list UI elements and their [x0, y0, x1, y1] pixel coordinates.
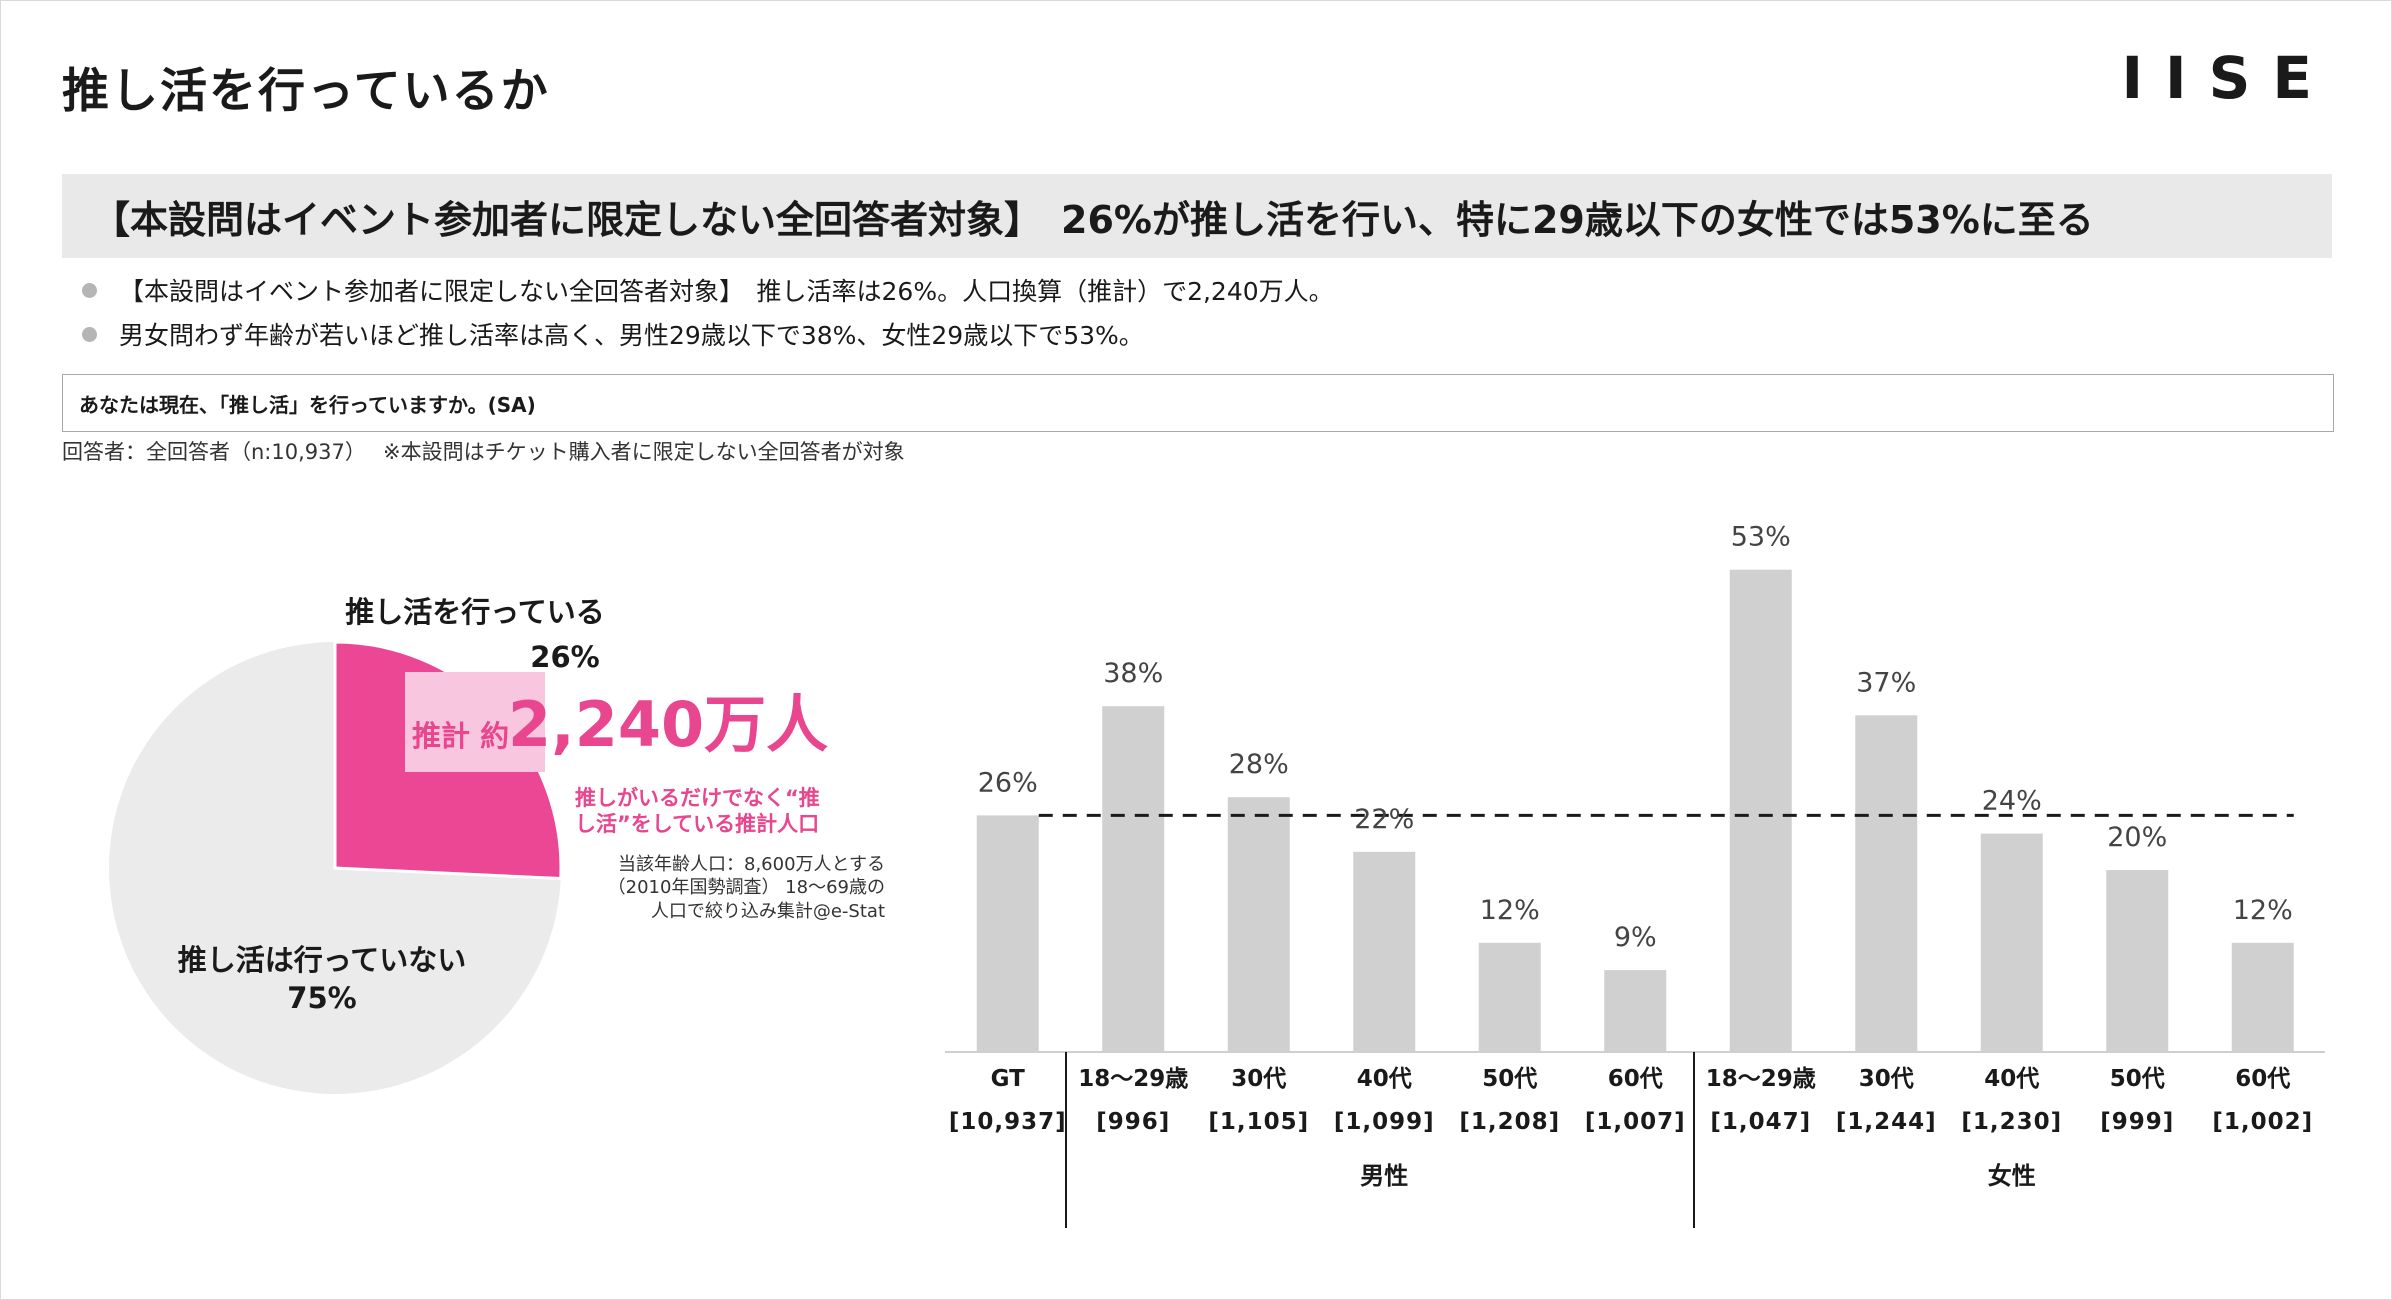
- bar: [1729, 569, 1792, 1052]
- bullet-dot-icon: [82, 282, 97, 298]
- bullet-text: 【本設問はイベント参加者に限定しない全回答者対象】 推し活率は26%。人口換算（…: [119, 277, 1334, 306]
- category-label: 60代: [1608, 1066, 1663, 1092]
- sample-size-label: [999]: [2100, 1109, 2174, 1135]
- bar-value-label: 22%: [1354, 804, 1414, 835]
- sample-size-label: [1,002]: [2212, 1109, 2313, 1135]
- bullet-item: 【本設問はイベント参加者に限定しない全回答者対象】 推し活率は26%。人口換算（…: [82, 268, 1334, 312]
- source-note-1: 当該年齢人口：8,600万人とする: [618, 854, 885, 875]
- estimate-note-1: 推しがいるだけでなく“推: [575, 786, 820, 810]
- estimate-note-2: し活”をしている推計人口: [575, 812, 819, 836]
- bullet-item: 男女問わず年齢が若いほど推し活率は高く、男性29歳以下で38%、女性29歳以下で…: [82, 312, 1334, 356]
- bar-value-label: 20%: [2107, 822, 2167, 853]
- bar-chart: 26% GT [10,937] 38% 18～29歳 [996] 28% 30代 [1,105]…: [945, 522, 2325, 1228]
- sample-size-label: [996]: [1096, 1109, 1170, 1135]
- page-title: 推し活を行っているか: [62, 64, 550, 119]
- axis-labels: 26% GT [10,937] 38% 18～29歳 [996] 28% 30代 [1,105]…: [949, 522, 2313, 1190]
- sample-size-label: [1,208]: [1459, 1109, 1560, 1135]
- estimate-value: 2,240万人: [508, 688, 828, 761]
- category-label: 18～29歳: [1078, 1066, 1188, 1092]
- group-label: 女性: [1988, 1162, 2036, 1190]
- respondent-note: 回答者：全回答者（n:10,937） ※本設問はチケット購入者に限定しない全回答…: [62, 440, 905, 464]
- bar: [976, 815, 1039, 1052]
- category-label: 60代: [2235, 1066, 2290, 1092]
- category-label: 30代: [1859, 1066, 1914, 1092]
- category-label: 18～29歳: [1706, 1066, 1816, 1092]
- pie-chart: 推し活を行っている 26% 推計 約 2,240万人 推しがいるだけでなく“推 …: [109, 595, 885, 1094]
- headline-banner: 【本設問はイベント参加者に限定しない全回答者対象】 26%が推し活を行い、特に2…: [62, 174, 2332, 258]
- sample-size-label: [1,007]: [1585, 1109, 1686, 1135]
- brand-logo: IISE: [2121, 44, 2334, 112]
- estimate-prefix: 推計 約: [412, 719, 509, 753]
- bar-value-label: 53%: [1731, 522, 1791, 553]
- bar: [2231, 942, 2294, 1052]
- bullet-dot-icon: [82, 326, 97, 342]
- estimate-highlight: [405, 672, 545, 772]
- bar-value-label: 38%: [1103, 658, 1163, 689]
- category-label: 50代: [1482, 1066, 1537, 1092]
- bar: [1102, 706, 1165, 1052]
- bar-group: [976, 569, 2294, 1052]
- bar-value-label: 28%: [1229, 749, 1289, 780]
- bullet-text: 男女問わず年齢が若いほど推し活率は高く、男性29歳以下で38%、女性29歳以下で…: [119, 321, 1144, 350]
- category-label: 40代: [1984, 1066, 2039, 1092]
- question-text: あなたは現在、「推し活」を行っていますか。(SA): [79, 392, 536, 417]
- bar-value-label: 12%: [2233, 895, 2293, 926]
- pie-no-label: 推し活は行っていない: [178, 943, 467, 977]
- pie-no-pct: 75%: [287, 981, 356, 1015]
- category-label: 30代: [1231, 1066, 1286, 1092]
- category-label: 40代: [1357, 1066, 1412, 1092]
- bar: [1353, 851, 1416, 1052]
- bar: [1855, 715, 1918, 1052]
- bar: [1604, 970, 1667, 1052]
- bar-value-label: 9%: [1614, 922, 1657, 953]
- category-label: GT: [991, 1066, 1025, 1092]
- bullet-list: 【本設問はイベント参加者に限定しない全回答者対象】 推し活率は26%。人口換算（…: [82, 268, 1334, 356]
- headline-text: 【本設問はイベント参加者に限定しない全回答者対象】 26%が推し活を行い、特に2…: [92, 197, 2094, 242]
- bar-value-label: 26%: [978, 767, 1038, 798]
- bar-value-label: 24%: [1982, 786, 2042, 817]
- bar: [1227, 797, 1290, 1052]
- group-label: 男性: [1360, 1162, 1408, 1190]
- question-box: あなたは現在、「推し活」を行っていますか。(SA): [62, 374, 2334, 432]
- sample-size-label: [1,099]: [1334, 1109, 1435, 1135]
- bar-value-label: 12%: [1480, 895, 1540, 926]
- category-label: 50代: [2110, 1066, 2165, 1092]
- pie-yes-label: 推し活を行っている: [345, 595, 605, 629]
- source-note-2: （2010年国勢調査） 18～69歳の: [608, 877, 885, 898]
- pie-yes-pct: 26%: [530, 640, 599, 674]
- sample-size-label: [1,230]: [1961, 1109, 2062, 1135]
- bar: [2106, 870, 2169, 1052]
- bar: [1478, 942, 1541, 1052]
- source-note-3: 人口で絞り込み集計@e-Stat: [651, 901, 885, 922]
- bar: [1980, 833, 2043, 1052]
- sample-size-label: [10,937]: [949, 1109, 1067, 1135]
- bar-value-label: 37%: [1856, 667, 1916, 698]
- sample-size-label: [1,105]: [1208, 1109, 1309, 1135]
- sample-size-label: [1,047]: [1710, 1109, 1811, 1135]
- sample-size-label: [1,244]: [1836, 1109, 1937, 1135]
